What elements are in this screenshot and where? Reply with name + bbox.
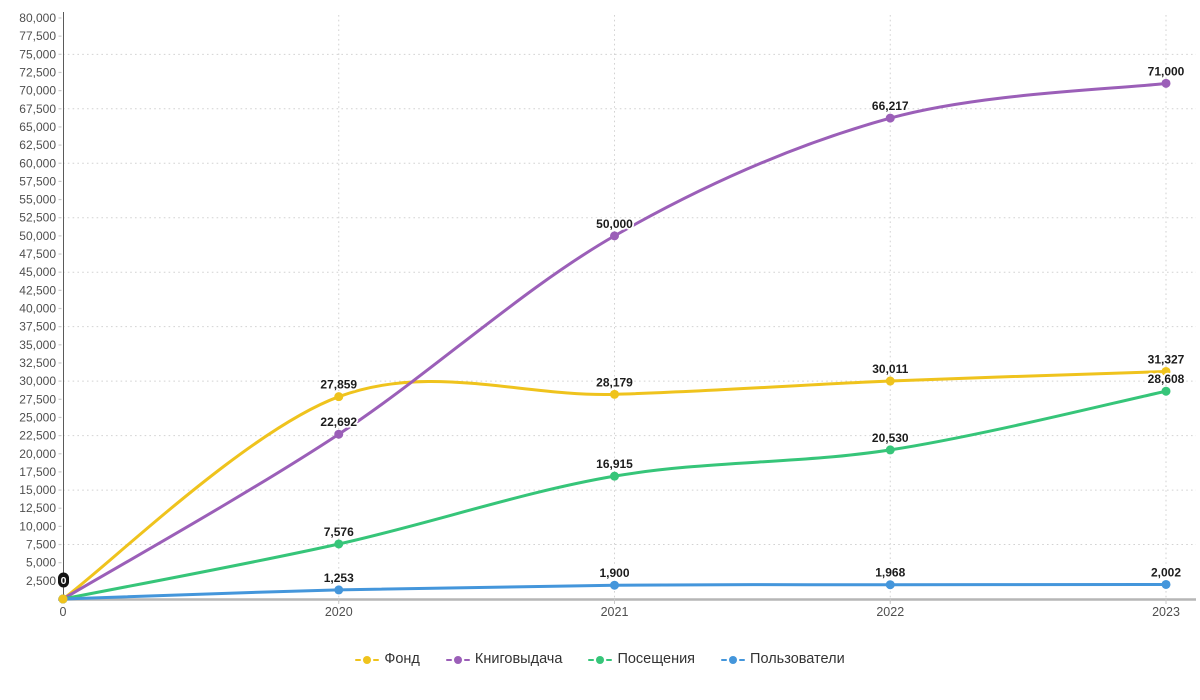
data-point-Пользователи bbox=[1161, 579, 1171, 589]
legend-label: Посещения bbox=[617, 651, 696, 668]
legend-marker-icon bbox=[445, 656, 470, 664]
legend: Фонд Книговыдача Посещения Пользователи bbox=[0, 646, 1200, 674]
y-axis-label: 55,000 bbox=[19, 193, 56, 207]
legend-label: Фонд bbox=[384, 651, 420, 668]
data-label-Фонд: 28,179 bbox=[596, 375, 633, 389]
data-label-Книговыдача: 22,692 bbox=[320, 415, 357, 429]
y-axis-label: 65,000 bbox=[19, 120, 56, 134]
data-point-Фонд bbox=[610, 389, 619, 399]
legend-marker-icon bbox=[721, 656, 746, 664]
y-axis-label: 5,000 bbox=[26, 556, 56, 570]
data-point-Пользователи bbox=[885, 580, 895, 590]
data-label-Посещения: 20,530 bbox=[872, 431, 909, 445]
legend-item-Пользователи[interactable]: Пользователи bbox=[721, 652, 845, 668]
y-axis-label: 2,500 bbox=[26, 574, 56, 588]
origin-badge bbox=[58, 572, 69, 588]
y-axis-label: 20,000 bbox=[19, 447, 56, 461]
data-point-Посещения bbox=[334, 539, 344, 549]
legend-label: Пользователи bbox=[750, 651, 845, 668]
y-axis-label: 22,500 bbox=[19, 429, 56, 443]
x-axis-label: 2021 bbox=[601, 605, 629, 619]
data-point-Книговыдача bbox=[610, 231, 619, 241]
y-axis-label: 15,000 bbox=[19, 483, 56, 497]
data-label-Пользователи: 1,900 bbox=[599, 566, 629, 580]
data-label-Посещения: 7,576 bbox=[324, 525, 354, 539]
y-axis-label: 10,000 bbox=[19, 519, 56, 533]
data-label-Книговыдача: 50,000 bbox=[596, 217, 633, 231]
y-axis-label: 12,500 bbox=[19, 501, 56, 515]
data-point-Книговыдача bbox=[1161, 78, 1171, 88]
data-label-Фонд: 31,327 bbox=[1148, 352, 1185, 366]
origin-badge-label: 0 bbox=[61, 575, 67, 587]
data-point-Пользователи bbox=[610, 580, 619, 590]
data-label-Пользователи: 2,002 bbox=[1151, 565, 1181, 579]
y-axis-label: 52,500 bbox=[19, 211, 56, 225]
data-label-Посещения: 28,608 bbox=[1148, 372, 1185, 386]
y-axis-label: 62,500 bbox=[19, 138, 56, 152]
y-axis-label: 32,500 bbox=[19, 356, 56, 370]
x-axis-label: 2022 bbox=[876, 605, 904, 619]
legend-marker-icon bbox=[588, 656, 613, 664]
data-label-Фонд: 30,011 bbox=[872, 362, 908, 376]
y-axis-label: 35,000 bbox=[19, 338, 56, 352]
legend-item-Посещения[interactable]: Посещения bbox=[588, 652, 695, 668]
y-axis-label: 25,000 bbox=[19, 410, 56, 424]
data-point-Посещения bbox=[885, 445, 895, 455]
data-point-origin bbox=[58, 594, 68, 604]
data-label-Книговыдача: 71,000 bbox=[1148, 64, 1185, 78]
y-axis-label: 80,000 bbox=[19, 11, 56, 25]
data-point-Посещения bbox=[610, 471, 619, 481]
x-axis-label: 2020 bbox=[325, 605, 353, 619]
y-axis-label: 72,500 bbox=[19, 65, 56, 79]
data-point-Книговыдача bbox=[334, 429, 344, 439]
y-axis-label: 30,000 bbox=[19, 374, 56, 388]
y-axis-label: 67,500 bbox=[19, 102, 56, 116]
series-line-Фонд bbox=[61, 369, 1168, 601]
y-axis-label: 45,000 bbox=[19, 265, 56, 279]
y-axis-label: 75,000 bbox=[19, 47, 56, 61]
data-point-Фонд bbox=[334, 392, 344, 402]
x-axis-label: 0 bbox=[60, 605, 67, 619]
legend-label: Книговыдача bbox=[474, 651, 563, 668]
data-point-Посещения bbox=[1161, 386, 1171, 396]
data-point-Книговыдача bbox=[885, 113, 895, 123]
data-label-Посещения: 16,915 bbox=[596, 457, 633, 471]
y-axis-label: 37,500 bbox=[19, 320, 56, 334]
legend-marker-icon bbox=[355, 656, 380, 664]
data-point-Фонд bbox=[885, 376, 895, 386]
y-axis-label: 40,000 bbox=[19, 302, 56, 316]
y-axis-label: 57,500 bbox=[19, 174, 56, 188]
series-line-Книговыдача bbox=[61, 81, 1168, 601]
data-label-Фонд: 27,859 bbox=[320, 378, 357, 392]
y-axis-label: 42,500 bbox=[19, 283, 56, 297]
legend-item-Книговыдача[interactable]: Книговыдача bbox=[445, 651, 563, 668]
legend-item-Фонд[interactable]: Фонд bbox=[355, 652, 420, 668]
y-axis-label: 47,500 bbox=[19, 247, 56, 261]
y-axis-label: 50,000 bbox=[19, 229, 56, 243]
data-label-Пользователи: 1,253 bbox=[324, 571, 354, 585]
y-axis-label: 17,500 bbox=[19, 465, 56, 479]
data-label-Книговыдача: 66,217 bbox=[872, 99, 909, 113]
y-axis-label: 77,500 bbox=[19, 29, 56, 43]
data-point-Фонд bbox=[1161, 366, 1171, 376]
data-point-Пользователи bbox=[334, 585, 344, 595]
x-axis-label: 2023 bbox=[1152, 605, 1180, 619]
y-axis-label: 27,500 bbox=[19, 392, 56, 406]
data-label-Пользователи: 1,968 bbox=[875, 566, 905, 580]
y-axis-label: 60,000 bbox=[19, 156, 56, 170]
y-axis-label: 70,000 bbox=[19, 84, 56, 98]
y-axis-label: 7,500 bbox=[26, 538, 56, 552]
